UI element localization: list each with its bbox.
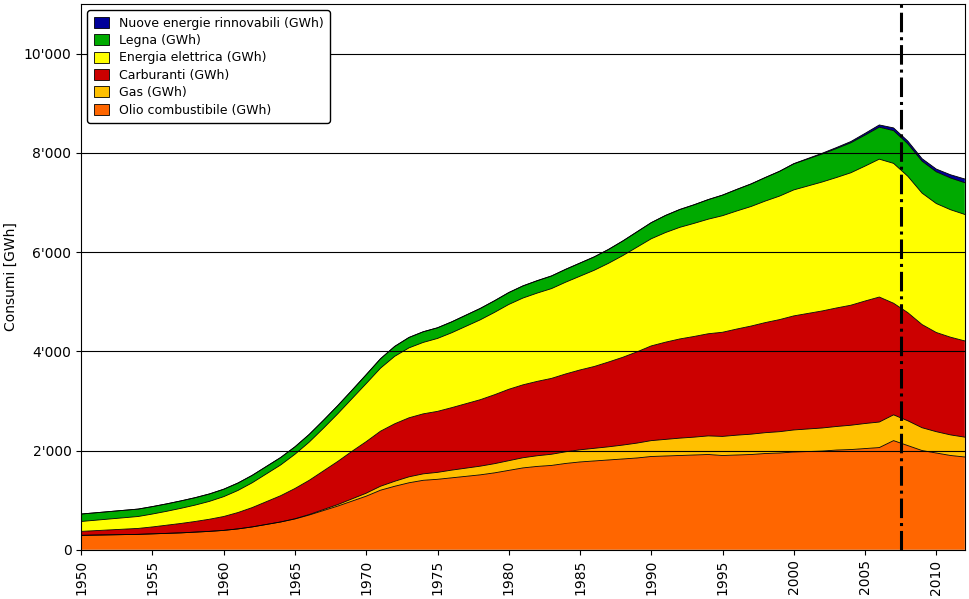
- Legend: Nuove energie rinnovabili (GWh), Legna (GWh), Energia elettrica (GWh), Carburant: Nuove energie rinnovabili (GWh), Legna (…: [87, 10, 329, 123]
- Y-axis label: Consumi [GWh]: Consumi [GWh]: [4, 222, 18, 331]
